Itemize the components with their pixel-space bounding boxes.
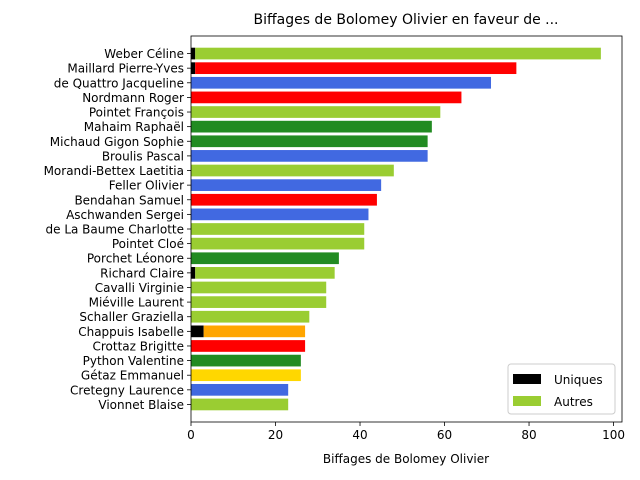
y-tick-label: Miéville Laurent <box>89 296 185 310</box>
bar-autres <box>191 252 339 265</box>
bar-autres <box>191 91 462 104</box>
x-tick-label: 100 <box>602 428 625 442</box>
y-tick-label: Porchet Léonore <box>87 252 184 266</box>
legend-label: Autres <box>554 395 593 409</box>
y-tick-label: Feller Olivier <box>109 179 184 193</box>
bar-autres <box>191 150 428 162</box>
bar-autres <box>191 398 289 411</box>
y-tick-label: Richard Claire <box>100 266 184 280</box>
y-tick-label: Weber Céline <box>104 47 184 61</box>
bar-autres <box>191 340 306 352</box>
bar-autres <box>191 369 301 382</box>
y-tick-label: Gétaz Emmanuel <box>81 369 184 383</box>
plot-frame <box>190 35 623 423</box>
bar-uniques <box>191 325 204 338</box>
y-tick-label: Pointet Cloé <box>112 237 184 251</box>
bar-uniques <box>191 47 196 60</box>
x-tick-label: 60 <box>437 428 452 442</box>
x-tick-label: 80 <box>521 428 536 442</box>
bar-autres <box>191 135 428 148</box>
y-tick-label: Python Valentine <box>83 354 184 368</box>
chart-title: Biffages de Bolomey Olivier en faveur de… <box>253 12 558 28</box>
legend: Uniques Autres <box>507 363 616 415</box>
y-tick-label: Bendahan Samuel <box>74 193 184 207</box>
bar-autres <box>191 120 432 133</box>
x-axis-label: Biffages de Bolomey Olivier <box>323 452 489 466</box>
y-tick-label: Nordmann Roger <box>82 91 184 105</box>
y-tick-label: Vionnet Blaise <box>98 398 184 412</box>
y-tick-label: de Quattro Jacqueline <box>54 76 184 90</box>
bar-autres <box>191 179 382 191</box>
legend-swatch <box>513 374 541 384</box>
bar-uniques <box>191 62 196 75</box>
bar-autres <box>191 281 327 294</box>
x-tick-label: 0 <box>187 428 195 442</box>
bar-autres <box>191 106 441 118</box>
bar-autres <box>191 296 327 308</box>
bar-autres <box>191 237 365 250</box>
bar-autres <box>191 76 492 89</box>
y-tick-label: Cavalli Virginie <box>95 281 184 295</box>
bar-uniques <box>191 267 196 279</box>
y-tick-label: Crottaz Brigitte <box>92 339 184 353</box>
bar-autres <box>195 267 335 279</box>
y-tick-label: Broulis Pascal <box>102 149 184 163</box>
bar-autres <box>191 223 365 235</box>
bar-autres <box>191 208 369 221</box>
bar-autres <box>191 164 394 177</box>
bar-autres <box>191 193 377 206</box>
y-tick-label: Mahaim Raphaël <box>84 120 184 134</box>
y-tick-label: de La Baume Charlotte <box>46 223 185 237</box>
axes-frame <box>190 35 623 423</box>
y-tick-label: Maillard Pierre-Yves <box>67 62 184 76</box>
y-tick-label: Morandi-Bettex Laetitia <box>44 164 184 178</box>
x-tick-label: 40 <box>352 428 367 442</box>
x-tick-label: 20 <box>268 428 283 442</box>
y-tick-label: Schaller Graziella <box>79 310 184 324</box>
y-tick-label: Michaud Gigon Sophie <box>50 135 184 149</box>
legend-swatch <box>513 396 541 406</box>
y-tick-label: Pointet François <box>89 106 184 120</box>
bar-autres <box>191 383 289 396</box>
bar-autres <box>195 47 601 60</box>
bar-autres <box>203 325 306 338</box>
legend-label: Uniques <box>554 373 603 387</box>
y-tick-label: Cretegny Laurence <box>70 383 184 397</box>
bar-autres <box>191 354 301 367</box>
x-ticks: 0 20 40 60 80 100 <box>187 422 625 442</box>
y-tick-label: Aschwanden Sergei <box>66 208 184 222</box>
bars-group <box>191 47 601 411</box>
bar-autres <box>191 310 310 323</box>
y-tick-label: Chappuis Isabelle <box>78 325 184 339</box>
bar-autres <box>195 62 517 75</box>
